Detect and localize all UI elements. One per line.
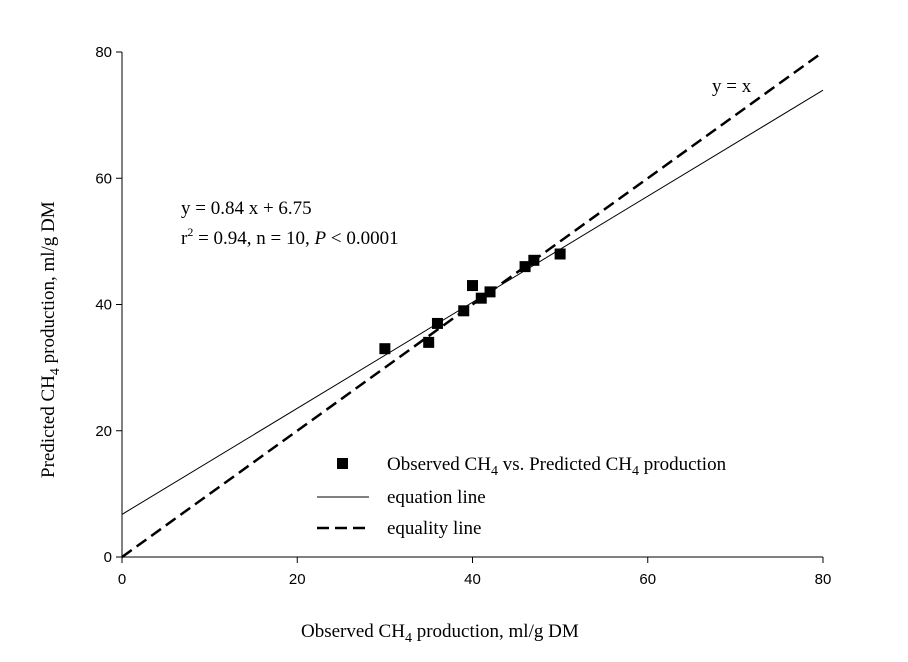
data-point-4: [467, 280, 478, 292]
y-tick-label-2: 40: [95, 297, 112, 314]
x-axis-title: Observed CH4 production, ml/g DM: [301, 621, 579, 646]
stats-r-superscript: 2: [187, 225, 193, 239]
equality-line-label: y = x: [712, 76, 752, 97]
regression-stats: r2 = 0.94, n = 10, P < 0.0001: [181, 225, 399, 249]
data-point-7: [519, 261, 531, 273]
y-axis-title: Predicted CH4 production, ml/g DM: [38, 201, 63, 478]
regression-equation: y = 0.84 x + 6.75: [181, 198, 312, 219]
legend-scatter-pre: Observed CH: [387, 454, 491, 475]
legend-label-equality-line: equality line: [387, 518, 481, 539]
x-title-sub: 4: [405, 631, 412, 646]
data-point-5: [475, 292, 487, 304]
y-tick-label-0: 0: [104, 549, 112, 566]
data-point-3: [458, 305, 470, 317]
legend: Observed CH4 vs. Predicted CH4 productio…: [317, 454, 727, 539]
legend-label-equation-line: equation line: [387, 487, 486, 508]
x-title-pre: Observed CH: [301, 621, 405, 642]
legend-scatter-sub2: 4: [632, 464, 639, 479]
data-point-6: [484, 286, 496, 298]
y-title-post: production, ml/g DM: [38, 201, 59, 368]
regression-line: [121, 89, 824, 515]
data-point-2: [431, 317, 443, 329]
legend-scatter-sub1: 4: [491, 464, 498, 479]
data-point-1: [423, 336, 435, 348]
legend-marker-square: [337, 458, 348, 469]
data-point-9: [554, 248, 566, 260]
x-tick-label-4: 80: [815, 571, 832, 588]
data-points: [379, 248, 566, 355]
x-tick-label-0: 0: [118, 571, 126, 588]
stats-r: r: [181, 228, 188, 249]
y-tick-label-4: 80: [95, 44, 112, 61]
legend-scatter-mid: vs. Predicted CH: [498, 454, 632, 475]
x-tick-label-3: 60: [639, 571, 656, 588]
y-tick-label-3: 60: [95, 170, 112, 187]
x-title-post: production, ml/g DM: [412, 621, 579, 642]
equality-line: [121, 50, 824, 559]
stats-middle: = 0.94, n = 10,: [193, 228, 314, 249]
axis-ticks: 0 20 40 60 80 0 20 40 60 80: [95, 44, 831, 588]
y-tick-label-1: 20: [95, 423, 112, 440]
y-title-pre: Predicted CH: [38, 375, 59, 478]
y-title-sub: 4: [48, 368, 63, 375]
x-tick-label-2: 40: [464, 571, 481, 588]
stats-end: < 0.0001: [326, 228, 398, 249]
legend-label-scatter: Observed CH4 vs. Predicted CH4 productio…: [387, 454, 727, 479]
stats-p: P: [314, 228, 327, 249]
data-point-0: [379, 343, 391, 355]
fit-lines: [121, 50, 824, 559]
x-tick-label-1: 20: [289, 571, 306, 588]
legend-scatter-post: production: [639, 454, 727, 475]
data-point-8: [528, 254, 540, 266]
